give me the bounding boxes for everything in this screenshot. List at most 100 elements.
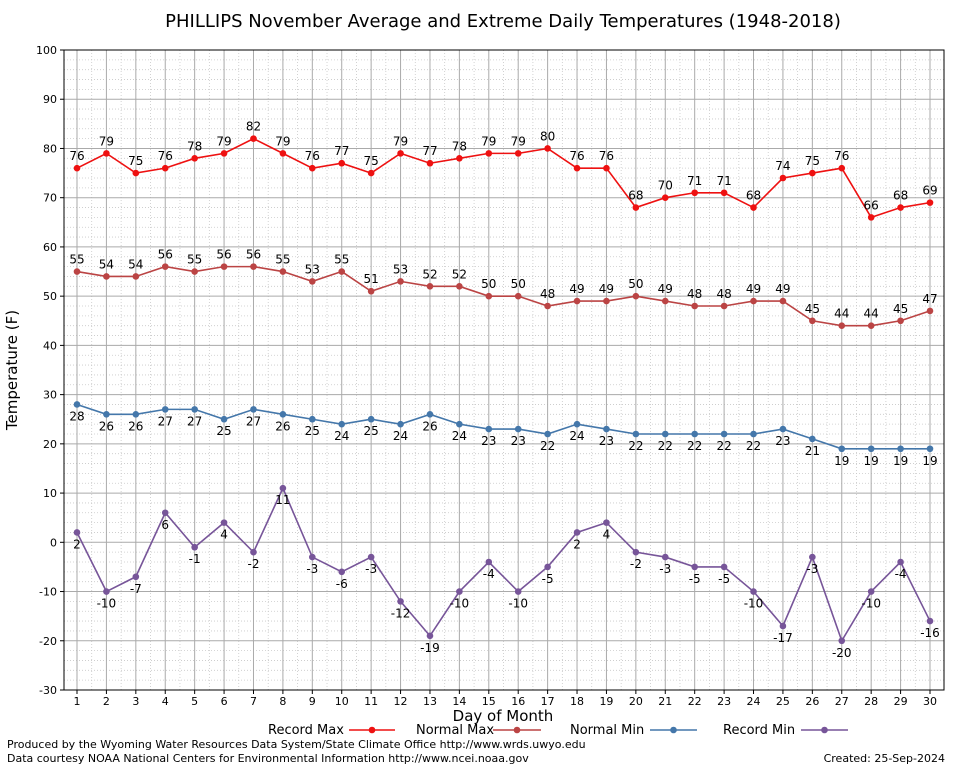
y-tick-label: -30 [39, 684, 57, 697]
data-label: 2 [73, 537, 81, 551]
data-label: -3 [306, 562, 318, 576]
x-tick-label: 10 [335, 695, 349, 708]
data-point [161, 263, 169, 270]
data-label: 78 [452, 139, 467, 153]
data-label: 22 [716, 439, 731, 453]
data-point [397, 150, 404, 157]
data-point [779, 297, 787, 305]
data-label: 49 [775, 282, 790, 296]
data-label: 47 [922, 292, 937, 306]
y-tick-label: 60 [43, 241, 57, 254]
data-point [279, 411, 287, 418]
data-label: 19 [834, 454, 849, 468]
data-point [779, 622, 787, 630]
data-label: 24 [393, 429, 408, 443]
x-axis-label: Day of Month [453, 707, 554, 725]
data-label: 4 [603, 528, 611, 542]
plot-background [64, 50, 944, 690]
x-tick-label: 14 [452, 695, 466, 708]
data-label: 71 [687, 174, 702, 188]
x-tick-label: 1 [74, 695, 81, 708]
data-point [338, 268, 346, 275]
plot-area [64, 50, 944, 690]
data-point [544, 563, 551, 571]
data-label: 48 [716, 287, 731, 301]
data-point [573, 164, 581, 172]
data-point [750, 297, 757, 305]
data-label: 25 [216, 424, 231, 438]
y-tick-label: 80 [43, 142, 57, 155]
data-label: 79 [481, 134, 496, 148]
data-point [456, 588, 463, 595]
data-label: 77 [422, 144, 437, 158]
data-label: 22 [540, 439, 555, 453]
data-label: -17 [773, 631, 793, 645]
data-label: -19 [420, 641, 440, 655]
legend-marker [821, 726, 828, 734]
data-label: 68 [746, 189, 761, 203]
data-label: 50 [481, 277, 496, 291]
data-label: 26 [128, 419, 143, 433]
legend-entry-normal-min: Normal Min [570, 723, 697, 738]
data-point [367, 415, 375, 423]
data-label: 76 [69, 149, 84, 163]
data-point [926, 617, 934, 625]
series-line [76, 403, 930, 450]
x-tick-label: 11 [364, 695, 378, 708]
data-label: -10 [861, 597, 881, 611]
data-label: 77 [334, 144, 349, 158]
x-tick-label: 19 [599, 695, 613, 708]
series-normal-max: 55 54 54 56 55 56 56 55 53 55 51 53 52 52 50 50 48 49 49 50… [69, 248, 938, 329]
data-point [397, 420, 404, 428]
legend-label: Normal Min [570, 723, 644, 738]
data-label: 22 [746, 439, 761, 453]
data-point [161, 164, 169, 172]
data-point [926, 445, 934, 453]
data-label: -3 [365, 562, 377, 576]
data-point [338, 420, 346, 428]
legend-label: Normal Max [416, 723, 494, 738]
data-label: 23 [599, 434, 614, 448]
data-label: 24 [569, 429, 584, 443]
data-point [632, 204, 640, 211]
data-point [603, 425, 610, 433]
data-point [838, 164, 846, 172]
y-tick-label: 100 [36, 44, 57, 57]
data-label: 56 [246, 248, 261, 262]
data-label: 76 [834, 149, 849, 163]
data-label: 25 [305, 424, 320, 438]
chart-title: PHILLIPS November Average and Extreme Da… [165, 11, 841, 32]
data-point [250, 406, 257, 413]
grid-lines [64, 49, 944, 691]
data-label: 54 [128, 257, 143, 271]
legend-marker [670, 726, 677, 734]
data-point [191, 155, 198, 162]
data-label: 21 [805, 444, 820, 458]
data-point [338, 159, 346, 167]
data-point [73, 529, 81, 536]
data-point [867, 445, 875, 453]
data-label: 24 [452, 429, 467, 443]
data-point [426, 411, 434, 418]
data-point [426, 632, 434, 640]
data-label: -3 [659, 562, 671, 576]
data-label: 79 [216, 134, 231, 148]
data-label: -6 [336, 577, 348, 591]
data-label: -10 [508, 597, 528, 611]
data-point [220, 415, 228, 423]
x-tick-label: 27 [835, 695, 849, 708]
data-label: 50 [511, 277, 526, 291]
data-point [573, 529, 581, 536]
data-label: 69 [922, 184, 937, 198]
data-point [779, 174, 787, 182]
y-tick-label: 50 [43, 290, 57, 303]
data-label: 53 [305, 262, 320, 276]
data-label: 56 [158, 248, 173, 262]
data-point [809, 317, 816, 325]
data-point [897, 558, 904, 566]
data-point [573, 297, 581, 305]
x-tick-label: 13 [423, 695, 437, 708]
data-point [103, 411, 110, 418]
data-label: 50 [628, 277, 643, 291]
